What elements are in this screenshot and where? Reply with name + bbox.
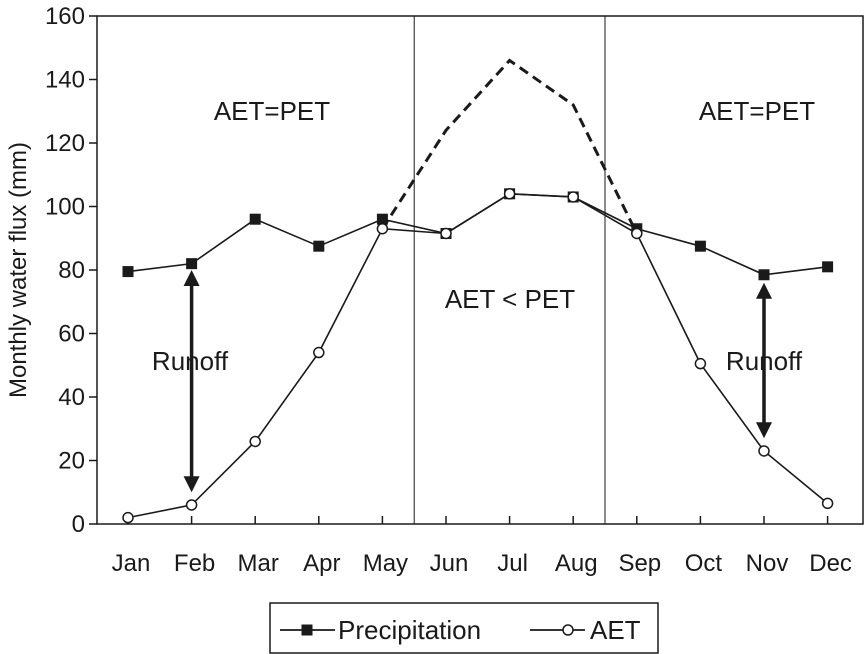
y-tick-label: 60 (58, 321, 85, 348)
aet-point (122, 511, 134, 524)
x-tick-label: Mar (238, 550, 279, 577)
x-tick-label: Jul (497, 550, 528, 577)
y-tick-label: 0 (72, 511, 85, 538)
precip-point (122, 266, 134, 278)
x-tick-label: Aug (555, 550, 598, 577)
y-tick-label: 160 (45, 3, 85, 30)
aet-point (376, 222, 389, 235)
x-tick-label: Dec (809, 550, 852, 577)
legend: Precipitation AET (269, 602, 659, 654)
precip-point (694, 240, 706, 252)
middle-region-label: AET < PET (445, 284, 575, 314)
aet-point (185, 499, 198, 511)
runoff-arrow-head-up (183, 270, 200, 286)
legend-aet-marker (562, 624, 574, 636)
precip-point (186, 258, 198, 270)
series-line-precipitation (127, 192, 828, 276)
aet-point (503, 188, 516, 200)
legend-precip-marker (301, 624, 313, 636)
aet-point (440, 227, 452, 240)
y-tick-label: 140 (45, 67, 85, 94)
runoff-arrow (756, 282, 772, 439)
y-tick-label: 120 (45, 130, 85, 157)
runoff-arrow (183, 270, 200, 493)
precip-point (249, 213, 261, 225)
y-tick-label: 20 (58, 448, 85, 475)
aet-point (821, 497, 834, 510)
y-tick-label: 40 (58, 384, 85, 411)
x-tick-label: Nov (746, 550, 789, 577)
y-tick-label: 100 (45, 194, 85, 221)
precip-point (313, 240, 325, 252)
aet-point (249, 435, 261, 448)
aet-point (631, 227, 643, 240)
y-axis-title: Monthly water flux (mm) (5, 142, 32, 398)
x-tick-label: Feb (174, 550, 215, 577)
x-tick-label: May (363, 550, 408, 577)
y-tick-label: 80 (58, 257, 85, 284)
left-region-label: AET=PET (214, 96, 330, 126)
pet-dashed-line (381, 58, 639, 235)
x-tick-label: Apr (303, 550, 340, 577)
right-region-label: AET=PET (699, 96, 815, 126)
x-tick-label: Oct (685, 550, 723, 577)
aet-point (313, 346, 325, 359)
runoff-arrow-head-up (756, 282, 772, 299)
x-tick-label: Jun (430, 550, 469, 577)
aet-point (758, 445, 770, 457)
legend-aet-label: AET (590, 615, 641, 645)
legend-box (269, 602, 659, 654)
x-tick-label: Sep (618, 550, 661, 577)
series-line-aet (127, 192, 829, 519)
runoff-arrow-head-down (756, 422, 772, 439)
precip-point (376, 213, 388, 225)
aet-point (694, 357, 707, 370)
aet-point (567, 191, 579, 203)
runoff-arrow-head-down (183, 476, 200, 493)
precip-point (822, 261, 834, 273)
x-tick-label: Jan (112, 550, 151, 577)
legend-precip-label: Precipitation (338, 615, 481, 645)
precip-point (758, 269, 770, 281)
